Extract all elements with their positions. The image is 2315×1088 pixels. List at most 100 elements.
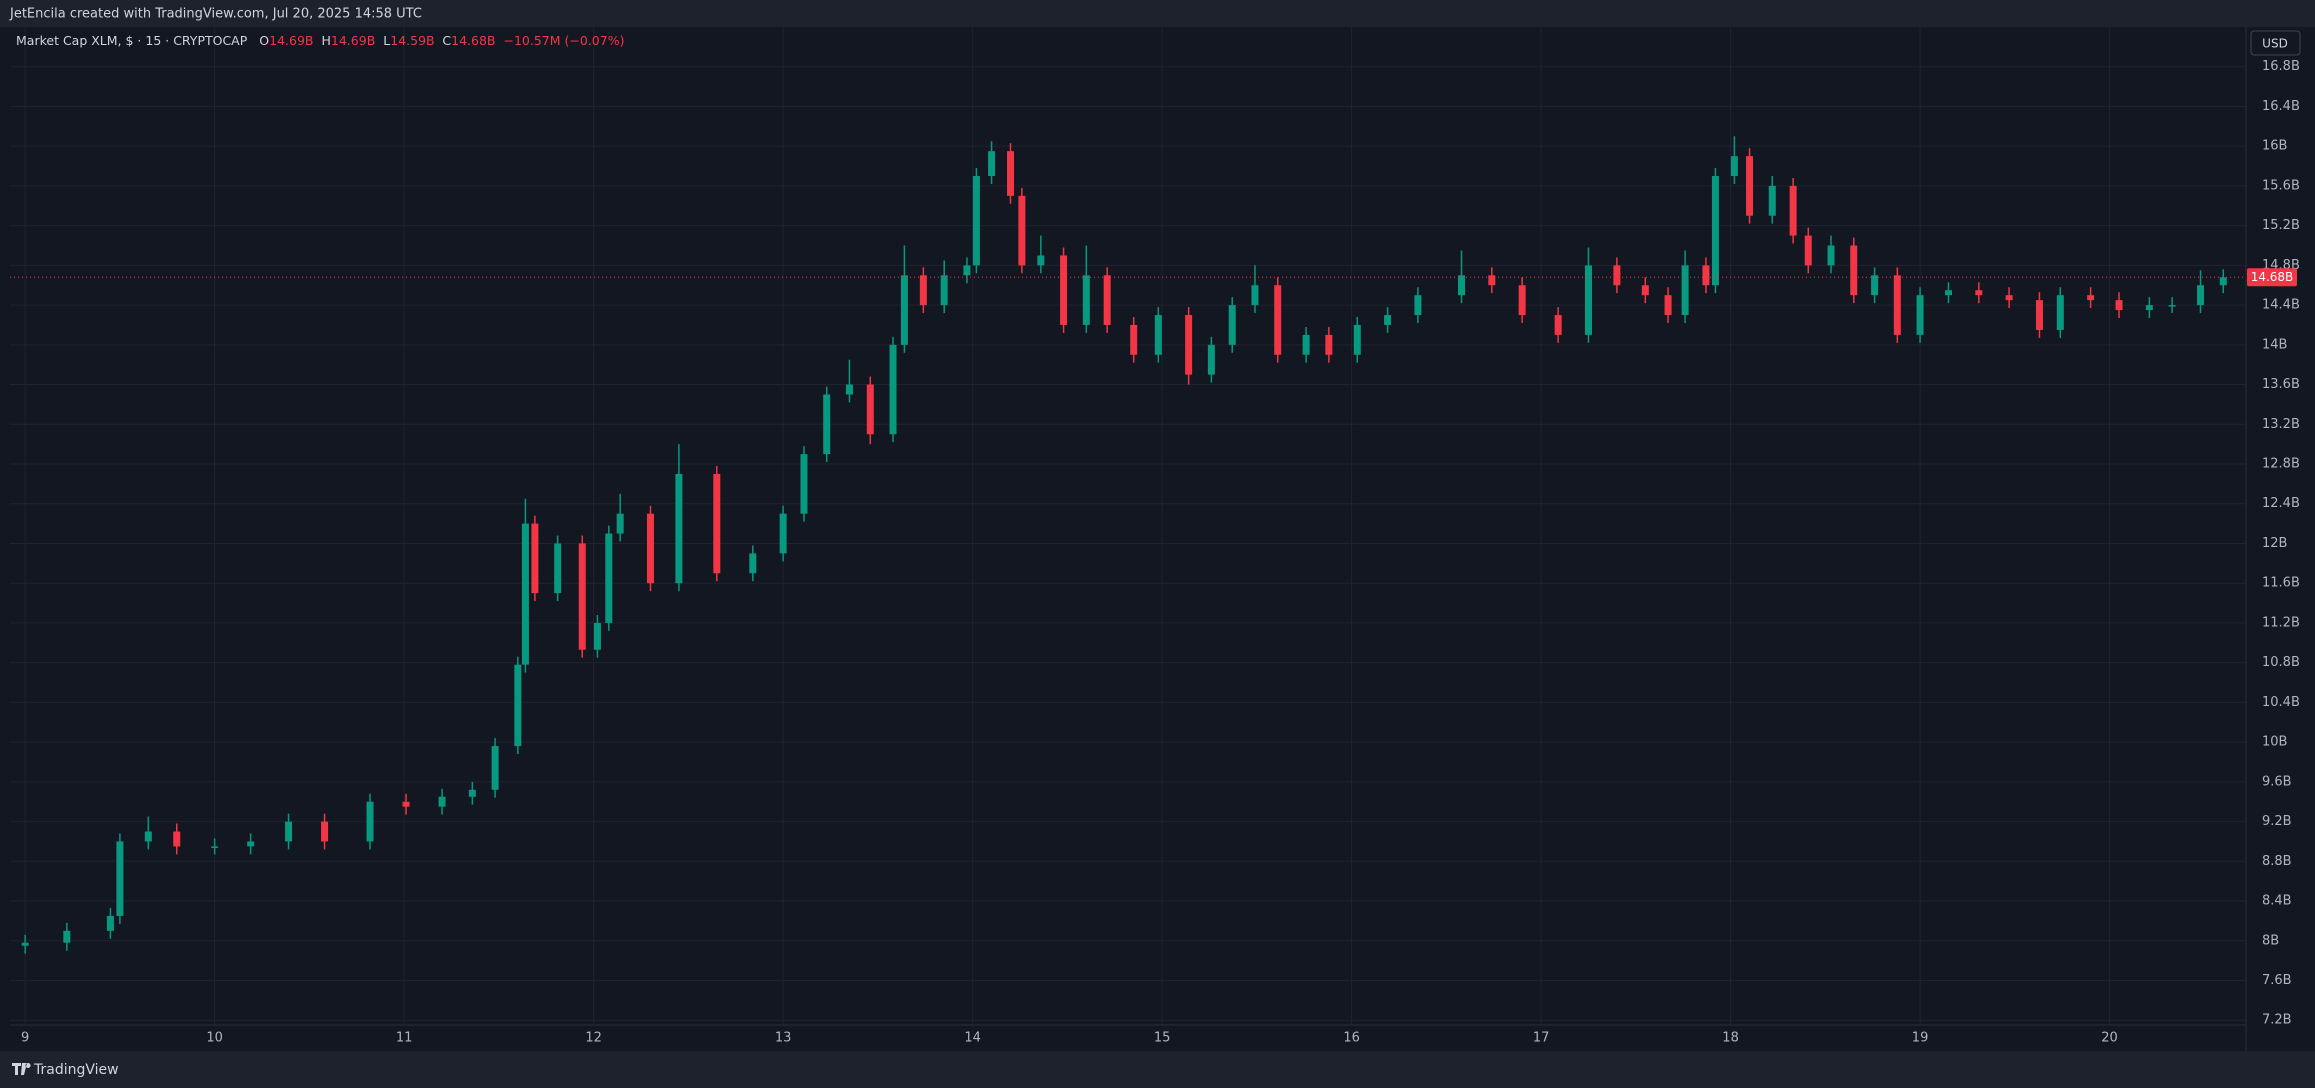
x-tick-label: 10: [206, 1031, 223, 1046]
candle-body: [940, 275, 948, 306]
candle-body: [1384, 315, 1392, 325]
candle-body: [713, 473, 721, 574]
y-tick-label: 11.6B: [2262, 576, 2300, 591]
candle-body: [1037, 255, 1045, 266]
candle-body: [247, 841, 255, 847]
candle-body: [106, 915, 114, 931]
candle-body: [438, 796, 446, 807]
candle-body: [616, 513, 624, 534]
currency-box: [2250, 30, 2301, 56]
y-tick-label: 10.4B: [2262, 695, 2300, 710]
candle-body: [1702, 265, 1710, 286]
candle-body: [514, 664, 522, 747]
grid: [10, 27, 2246, 1025]
candle-body: [2168, 305, 2176, 307]
y-tick-label: 9.6B: [2262, 774, 2292, 789]
x-tick-label: 14: [964, 1031, 981, 1046]
candle-body: [1228, 305, 1236, 345]
y-tick-label: 16.4B: [2262, 99, 2300, 114]
candle-body: [63, 930, 71, 943]
y-tick-label: 12.4B: [2262, 496, 2300, 511]
candle-body: [988, 151, 996, 176]
y-tick-label: 8.8B: [2262, 854, 2292, 869]
x-tick-label: 16: [1343, 1031, 1360, 1046]
candle-body: [1871, 275, 1879, 296]
candles: [10, 136, 2246, 954]
candle-body: [578, 543, 586, 650]
x-tick-label: 11: [396, 1031, 413, 1046]
candle-body: [321, 821, 329, 842]
candle-body: [1975, 290, 1983, 296]
ohlc-value: 14.69B: [331, 33, 375, 48]
y-tick-label: 13.2B: [2262, 417, 2300, 432]
change: −10.57M (−0.07%): [504, 33, 625, 48]
candle-body: [285, 821, 293, 842]
symbol-legend: Market Cap XLM, $ · 15 · CRYPTOCAP O14.69…: [16, 33, 624, 48]
candle-body: [1518, 285, 1526, 316]
candle-body: [1554, 315, 1562, 335]
y-tick-label: 12B: [2262, 536, 2287, 551]
ohlc-key: L: [383, 33, 390, 48]
y-tick-label: 14B: [2262, 337, 2287, 352]
candle-body: [1664, 295, 1672, 316]
brand-logo: [12, 1063, 31, 1075]
bottom-bar: [0, 1051, 2315, 1088]
candle-body: [963, 265, 971, 276]
candle-body: [1850, 245, 1858, 296]
candle-body: [144, 831, 152, 842]
candle-body: [779, 513, 787, 554]
top-bar: [0, 0, 2315, 27]
y-tick-label: 15.6B: [2262, 178, 2300, 193]
candle-body: [1584, 265, 1592, 335]
candle-body: [2219, 277, 2227, 286]
candle-body: [491, 746, 499, 790]
candle-body: [1274, 285, 1282, 355]
last-price-label: 14.68B: [2251, 270, 2294, 284]
candle-body: [531, 523, 539, 594]
y-tick-label: 12.8B: [2262, 457, 2300, 472]
y-tick-label: 13.6B: [2262, 377, 2300, 392]
candle-body: [116, 841, 124, 916]
candle-body: [1730, 156, 1738, 176]
x-tick-label: 19: [1912, 1031, 1929, 1046]
candle-body: [593, 622, 601, 650]
candle-body: [845, 384, 853, 395]
ohlc-key: H: [322, 33, 331, 48]
candle-body: [1944, 290, 1952, 296]
candle-body: [1711, 175, 1719, 286]
ohlc-key: O: [259, 33, 269, 48]
candle-body: [2145, 305, 2153, 311]
candle-body: [1185, 315, 1193, 375]
candle-body: [972, 175, 980, 266]
candle-body: [1804, 235, 1812, 266]
y-tick-label: 10B: [2262, 735, 2287, 750]
candle-body: [900, 275, 908, 345]
candle-body: [1768, 185, 1776, 216]
x-tick-label: 12: [585, 1031, 602, 1046]
candle-body: [823, 394, 831, 455]
candle-body: [211, 846, 219, 848]
y-tick-label: 15.2B: [2262, 218, 2300, 233]
caption: JetEncila created with TradingView.com, …: [9, 7, 422, 22]
y-tick-label: 14.4B: [2262, 298, 2300, 313]
candle-body: [1827, 245, 1835, 266]
candle-body: [675, 473, 683, 584]
ohlc-value: 14.68B: [451, 33, 495, 48]
candle-body: [919, 275, 927, 306]
candle-body: [1789, 185, 1797, 236]
candle-body: [866, 384, 874, 435]
candle-body: [605, 533, 613, 623]
candle-body: [889, 344, 897, 435]
candle-body: [1082, 275, 1090, 325]
candle-body: [2197, 285, 2205, 306]
y-tick-label: 8B: [2262, 933, 2279, 948]
x-tick-label: 9: [21, 1031, 29, 1046]
candle-body: [1207, 344, 1215, 375]
last-price-box: [2247, 268, 2297, 287]
candle-body: [1641, 285, 1649, 296]
candle-body: [1130, 324, 1138, 355]
x-tick-label: 13: [775, 1031, 792, 1046]
candle-body: [1613, 265, 1621, 286]
